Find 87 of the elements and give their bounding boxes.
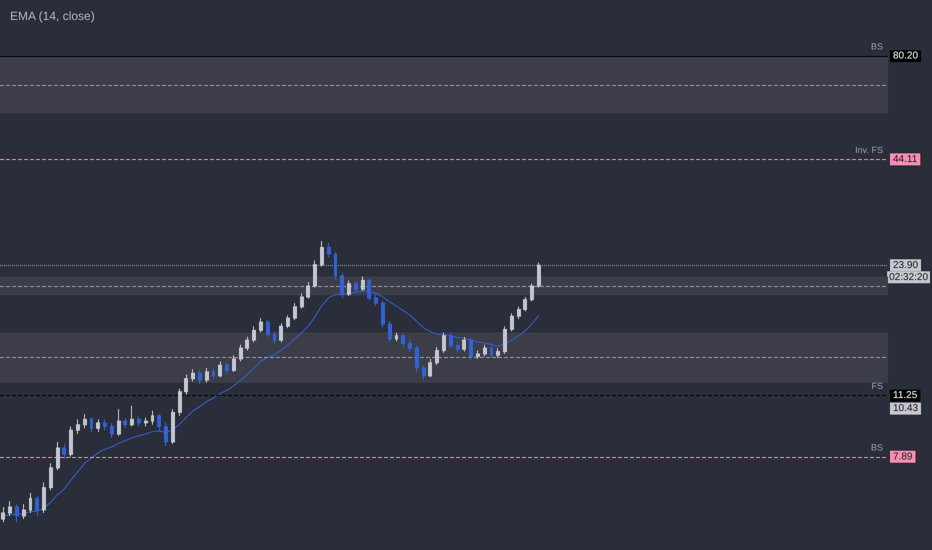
candlestick — [496, 348, 500, 358]
candlestick — [103, 418, 107, 431]
candlestick — [225, 362, 229, 374]
candlestick — [313, 260, 317, 288]
candlestick — [22, 504, 26, 520]
candlestick — [123, 417, 127, 429]
candlestick — [286, 314, 290, 329]
candlestick — [456, 342, 460, 354]
y-tick-label: 23.90 — [893, 260, 918, 271]
candlestick — [96, 418, 100, 433]
candlestick — [401, 333, 405, 348]
annotation: EMA (14, close) — [10, 9, 95, 23]
text: 02:32:20 — [889, 272, 928, 283]
candlestick — [476, 350, 480, 360]
candlestick — [273, 330, 276, 344]
candlestick — [381, 300, 385, 328]
candlestick — [164, 422, 168, 446]
candlestick — [137, 415, 141, 428]
candlestick — [266, 320, 270, 338]
candlestick — [184, 374, 188, 396]
candlestick — [490, 345, 493, 358]
candlestick — [191, 368, 195, 382]
y-tick-label: 80.20 — [893, 50, 918, 62]
candlestick — [151, 410, 154, 426]
candlestick — [205, 367, 209, 384]
candlestick — [83, 414, 87, 429]
candlestick — [306, 281, 310, 300]
y-tick-label: 10.43 — [893, 403, 918, 414]
candlestick — [483, 344, 487, 357]
candlestick — [212, 368, 215, 380]
candlestick — [49, 462, 53, 491]
candlestick — [361, 276, 365, 292]
y-tick-label: 7.89 — [893, 451, 913, 462]
candlestick — [252, 326, 256, 343]
candlestick — [90, 417, 93, 433]
candlestick — [245, 336, 249, 351]
candlestick — [69, 426, 73, 458]
candlestick — [62, 443, 66, 460]
candlestick — [56, 441, 60, 471]
candlestick — [144, 417, 148, 428]
candlestick — [422, 364, 426, 381]
candlestick — [442, 332, 446, 354]
candlestick — [171, 408, 175, 444]
candlestick — [29, 492, 32, 514]
ref-line-label: BS — [870, 42, 883, 52]
candlestick — [293, 302, 297, 321]
candlestick — [388, 320, 392, 343]
candlestick — [395, 332, 398, 342]
y-tick-label: 44.11 — [893, 154, 918, 165]
candlestick — [198, 370, 202, 385]
candlestick — [110, 422, 114, 438]
candlestick — [347, 280, 351, 297]
y-tick-label: 11.25 — [893, 390, 918, 401]
candlestick — [130, 405, 134, 428]
candlestick — [1, 506, 5, 523]
candlestick — [232, 354, 236, 372]
candlestick — [523, 296, 527, 312]
candlestick — [428, 358, 432, 378]
candlestick — [503, 326, 507, 355]
candlestick — [279, 322, 283, 343]
ref-line-label: BS — [870, 442, 883, 452]
candlestick — [320, 240, 324, 268]
candlestick — [469, 337, 473, 361]
candlestick — [218, 360, 222, 378]
candlestick — [259, 318, 263, 333]
candlestick — [435, 346, 439, 366]
candlestick — [327, 242, 331, 258]
candlestick — [537, 262, 541, 288]
candlestick — [157, 414, 161, 431]
candlestick — [517, 306, 521, 320]
candlestick — [239, 344, 243, 362]
candlestick — [449, 333, 453, 349]
candlestick — [462, 336, 466, 352]
candlestick — [408, 340, 412, 352]
ref-line-label: FS — [871, 380, 883, 391]
candlestick — [300, 293, 304, 310]
candlestick — [530, 283, 534, 302]
candlestick — [117, 408, 121, 436]
ref-line-label: Inv. FS — [855, 144, 883, 155]
candlestick — [510, 312, 514, 332]
candlestick — [8, 500, 12, 517]
candlestick — [178, 388, 182, 416]
candlestick — [334, 252, 337, 280]
candlestick — [76, 418, 80, 435]
candlestick — [374, 293, 378, 306]
candlestick — [42, 482, 46, 514]
candlestick — [415, 345, 419, 372]
